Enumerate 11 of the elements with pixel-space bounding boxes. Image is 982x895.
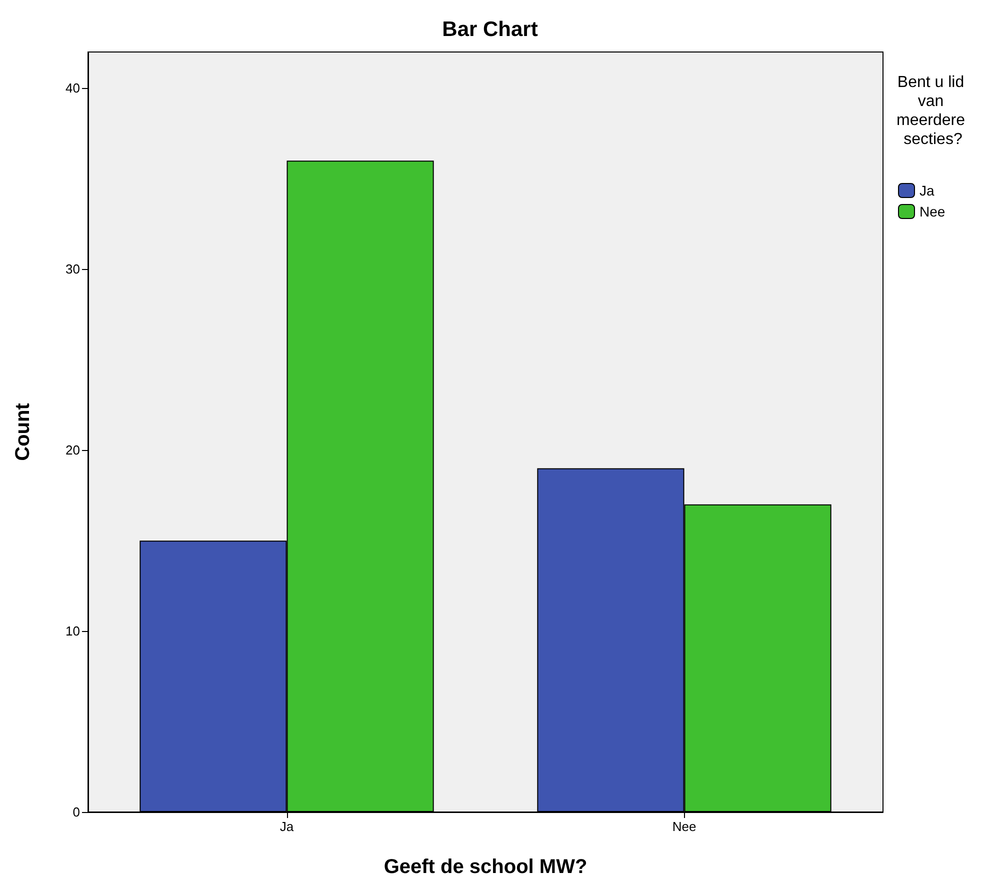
y-tick-label: 0	[72, 804, 80, 820]
chart-title: Bar Chart	[442, 18, 538, 41]
legend-label: Nee	[920, 204, 946, 220]
y-tick-label: 10	[66, 624, 80, 639]
legend-title: Bent u lid van meerdere secties?	[896, 74, 970, 148]
legend-label: Ja	[920, 182, 934, 198]
y-axis-title: Count	[12, 402, 34, 461]
y-tick-label: 30	[66, 262, 80, 277]
x-axis-title: Geeft de school MW?	[384, 856, 588, 878]
y-tick-label: 20	[66, 442, 80, 458]
y-tick-label: 40	[66, 80, 80, 96]
